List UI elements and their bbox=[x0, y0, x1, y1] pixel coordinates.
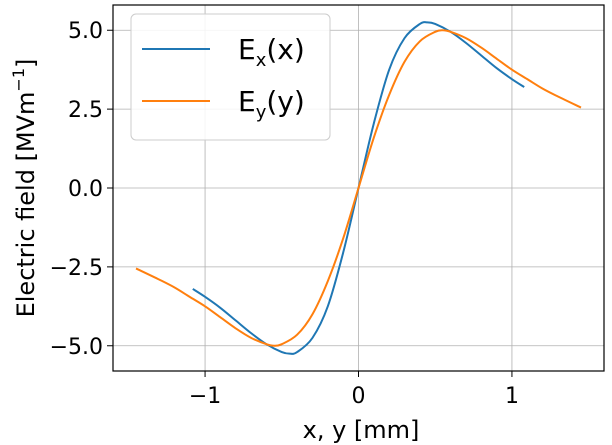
x-tick-label: 0 bbox=[352, 384, 366, 409]
legend-label-ey: Ey(y) bbox=[238, 85, 305, 123]
x-tick-label: 1 bbox=[505, 384, 519, 409]
axis-ticks: −1 0 1 −5.0 −2.5 0.0 2.5 5.0 bbox=[50, 19, 519, 409]
legend: Ex(x) Ey(y) bbox=[130, 13, 331, 141]
y-tick-label: −5.0 bbox=[50, 335, 103, 360]
series-lines bbox=[135, 21, 582, 355]
x-axis-label: x, y [mm] bbox=[303, 416, 420, 444]
legend-box bbox=[130, 13, 331, 141]
series-line-ey bbox=[135, 29, 582, 347]
y-axis-label: Electric field [MVm−1] bbox=[9, 59, 40, 318]
y-tick-label: 5.0 bbox=[68, 19, 103, 44]
y-tick-label: 2.5 bbox=[68, 98, 103, 123]
legend-label-ex: Ex(x) bbox=[238, 33, 305, 71]
y-tick-label: 0.0 bbox=[68, 177, 103, 202]
x-tick-label: −1 bbox=[189, 384, 221, 409]
y-tick-label: −2.5 bbox=[50, 256, 103, 281]
